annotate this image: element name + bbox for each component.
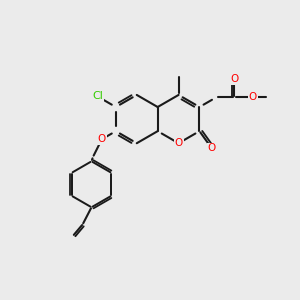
Text: O: O — [174, 138, 183, 148]
Text: Cl: Cl — [92, 92, 103, 101]
Text: O: O — [230, 74, 238, 84]
Text: O: O — [98, 134, 106, 144]
Text: O: O — [248, 92, 257, 102]
Text: O: O — [208, 143, 216, 153]
